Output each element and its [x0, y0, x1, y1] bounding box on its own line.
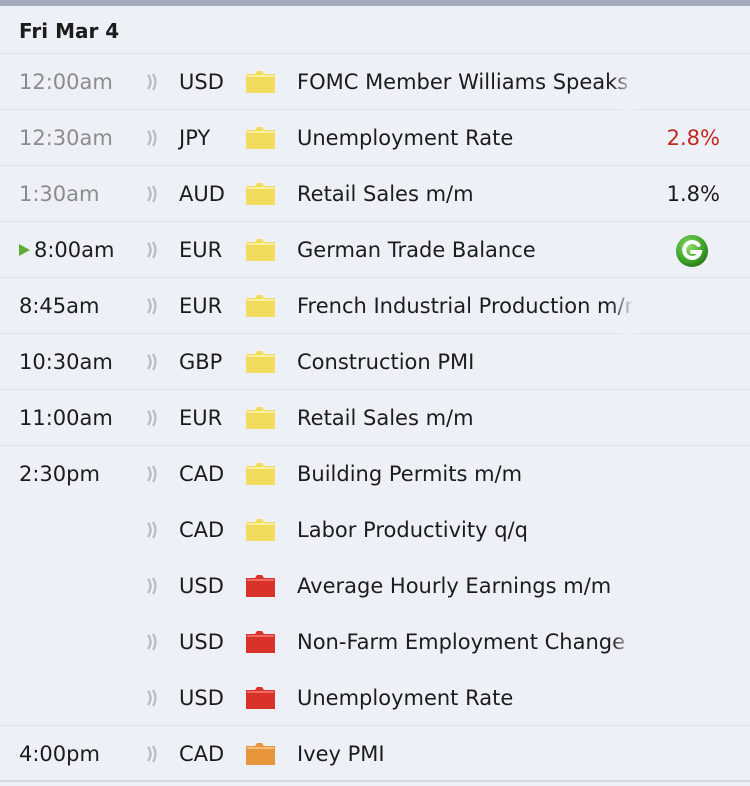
- speaker-icon[interactable]: [146, 127, 160, 149]
- event-row[interactable]: 8:45am EUR French Industrial Production …: [0, 278, 750, 334]
- event-title[interactable]: Construction PMI: [297, 350, 475, 374]
- event-currency: CAD: [179, 518, 225, 542]
- event-time: 4:00pm: [19, 742, 100, 766]
- event-time: 11:00am: [19, 406, 113, 430]
- event-actual: 1.8%: [666, 182, 720, 206]
- current-event-marker-icon: [19, 244, 30, 256]
- impact-folder-icon: [246, 687, 275, 709]
- impact-folder-icon: [246, 519, 275, 541]
- event-currency: EUR: [179, 406, 223, 430]
- event-currency: USD: [179, 70, 224, 94]
- event-row[interactable]: 1:30am AUD Retail Sales m/m 1.8%: [0, 166, 750, 222]
- impact-folder-icon: [246, 239, 275, 261]
- impact-folder-icon: [246, 351, 275, 373]
- event-title[interactable]: FOMC Member Williams Speaks: [297, 70, 629, 94]
- event-row[interactable]: USD Unemployment Rate: [0, 670, 750, 726]
- event-row[interactable]: 11:00am EUR Retail Sales m/m: [0, 390, 750, 446]
- event-time: 12:00am: [19, 70, 113, 94]
- date-label: Fri Mar 4: [19, 19, 120, 43]
- event-time: 10:30am: [19, 350, 113, 374]
- title-fade: [612, 558, 634, 614]
- event-time: 2:30pm: [19, 462, 100, 486]
- event-currency: JPY: [179, 126, 211, 150]
- top-border: [0, 0, 750, 6]
- speaker-icon[interactable]: [146, 351, 160, 373]
- event-currency: EUR: [179, 294, 223, 318]
- impact-folder-icon: [246, 295, 275, 317]
- event-title[interactable]: Ivey PMI: [297, 742, 385, 766]
- impact-folder-icon: [246, 407, 275, 429]
- speaker-icon[interactable]: [146, 631, 160, 653]
- event-row[interactable]: 10:30am GBP Construction PMI: [0, 334, 750, 390]
- event-time: 8:00am: [34, 238, 115, 262]
- event-row[interactable]: 12:00am USD FOMC Member Williams Speaks: [0, 54, 750, 110]
- event-title[interactable]: Building Permits m/m: [297, 462, 523, 486]
- event-currency: USD: [179, 574, 224, 598]
- event-currency: USD: [179, 686, 224, 710]
- event-row[interactable]: 4:00pm CAD Ivey PMI: [0, 726, 750, 782]
- event-currency: GBP: [179, 350, 223, 374]
- event-currency: USD: [179, 630, 224, 654]
- impact-folder-icon: [246, 463, 275, 485]
- impact-folder-icon: [246, 71, 275, 93]
- speaker-icon[interactable]: [146, 519, 160, 541]
- event-time: 8:45am: [19, 294, 100, 318]
- title-fade: [612, 614, 634, 670]
- speaker-icon[interactable]: [146, 239, 160, 261]
- impact-folder-icon: [246, 183, 275, 205]
- event-currency: CAD: [179, 462, 225, 486]
- speaker-icon[interactable]: [146, 407, 160, 429]
- event-row[interactable]: 8:00am EUR German Trade Balance: [0, 222, 750, 278]
- event-currency: EUR: [179, 238, 223, 262]
- speaker-icon[interactable]: [146, 71, 160, 93]
- speaker-icon[interactable]: [146, 575, 160, 597]
- event-title[interactable]: Unemployment Rate: [297, 126, 514, 150]
- event-row[interactable]: 2:30pm CAD Building Permits m/m: [0, 446, 750, 502]
- speaker-icon[interactable]: [146, 295, 160, 317]
- impact-folder-icon: [246, 743, 275, 765]
- economic-calendar: Fri Mar 4 12:00am USD FOMC Member Willia…: [0, 6, 750, 786]
- event-title[interactable]: Retail Sales m/m: [297, 182, 474, 206]
- impact-folder-icon: [246, 631, 275, 653]
- speaker-icon[interactable]: [146, 463, 160, 485]
- event-title[interactable]: German Trade Balance: [297, 238, 536, 262]
- event-time: 12:30am: [19, 126, 113, 150]
- event-row[interactable]: CAD Labor Productivity q/q: [0, 502, 750, 558]
- event-title[interactable]: Unemployment Rate: [297, 686, 514, 710]
- event-currency: AUD: [179, 182, 225, 206]
- event-actual: 2.8%: [666, 126, 720, 150]
- impact-folder-icon: [246, 127, 275, 149]
- speaker-icon[interactable]: [146, 687, 160, 709]
- event-time: 1:30am: [19, 182, 100, 206]
- title-fade: [612, 54, 634, 110]
- event-row[interactable]: 12:30am JPY Unemployment Rate 2.8%: [0, 110, 750, 166]
- event-title[interactable]: Retail Sales m/m: [297, 406, 474, 430]
- speaker-icon[interactable]: [146, 183, 160, 205]
- event-row[interactable]: USD Average Hourly Earnings m/m: [0, 558, 750, 614]
- event-title[interactable]: Average Hourly Earnings m/m: [297, 574, 612, 598]
- graph-icon[interactable]: [675, 234, 709, 268]
- speaker-icon[interactable]: [146, 743, 160, 765]
- event-currency: CAD: [179, 742, 225, 766]
- event-row[interactable]: USD Non-Farm Employment Change: [0, 614, 750, 670]
- event-title[interactable]: French Industrial Production m/m: [297, 294, 632, 318]
- title-fade: [612, 278, 634, 334]
- event-title[interactable]: Labor Productivity q/q: [297, 518, 528, 542]
- date-header: Fri Mar 4: [0, 6, 750, 54]
- event-title[interactable]: Non-Farm Employment Change: [297, 630, 626, 654]
- impact-folder-icon: [246, 575, 275, 597]
